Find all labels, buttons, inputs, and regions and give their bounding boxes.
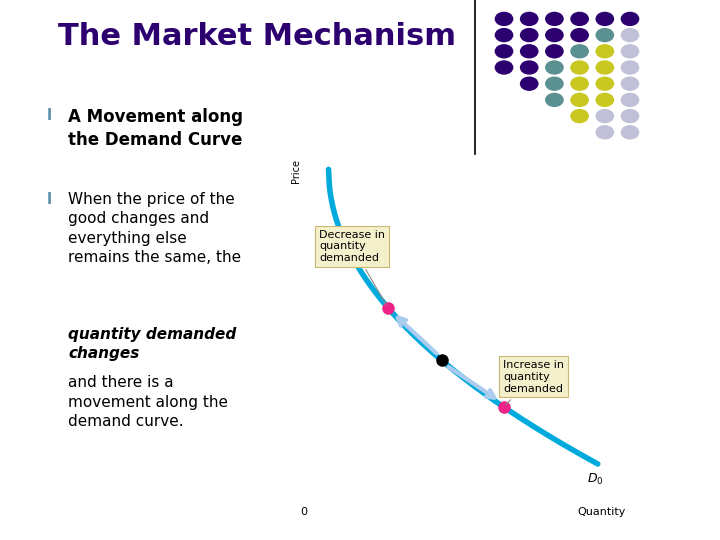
Text: 0: 0 — [300, 508, 307, 517]
Text: l: l — [47, 108, 52, 123]
Text: The Market Mechanism: The Market Mechanism — [58, 22, 456, 51]
Text: When the price of the
good changes and
everything else
remains the same, the: When the price of the good changes and e… — [68, 192, 241, 265]
Text: l: l — [47, 192, 52, 207]
Text: Quantity: Quantity — [577, 508, 625, 517]
Text: A Movement along
the Demand Curve: A Movement along the Demand Curve — [68, 108, 243, 149]
Text: Decrease in
quantity
demanded: Decrease in quantity demanded — [320, 230, 387, 305]
Text: Price: Price — [291, 159, 301, 183]
Text: Increase in
quantity
demanded: Increase in quantity demanded — [503, 360, 564, 405]
Text: quantity demanded
changes: quantity demanded changes — [68, 327, 237, 361]
Text: $D_0$: $D_0$ — [587, 472, 603, 488]
Text: and there is a
movement along the
demand curve.: and there is a movement along the demand… — [68, 375, 228, 429]
